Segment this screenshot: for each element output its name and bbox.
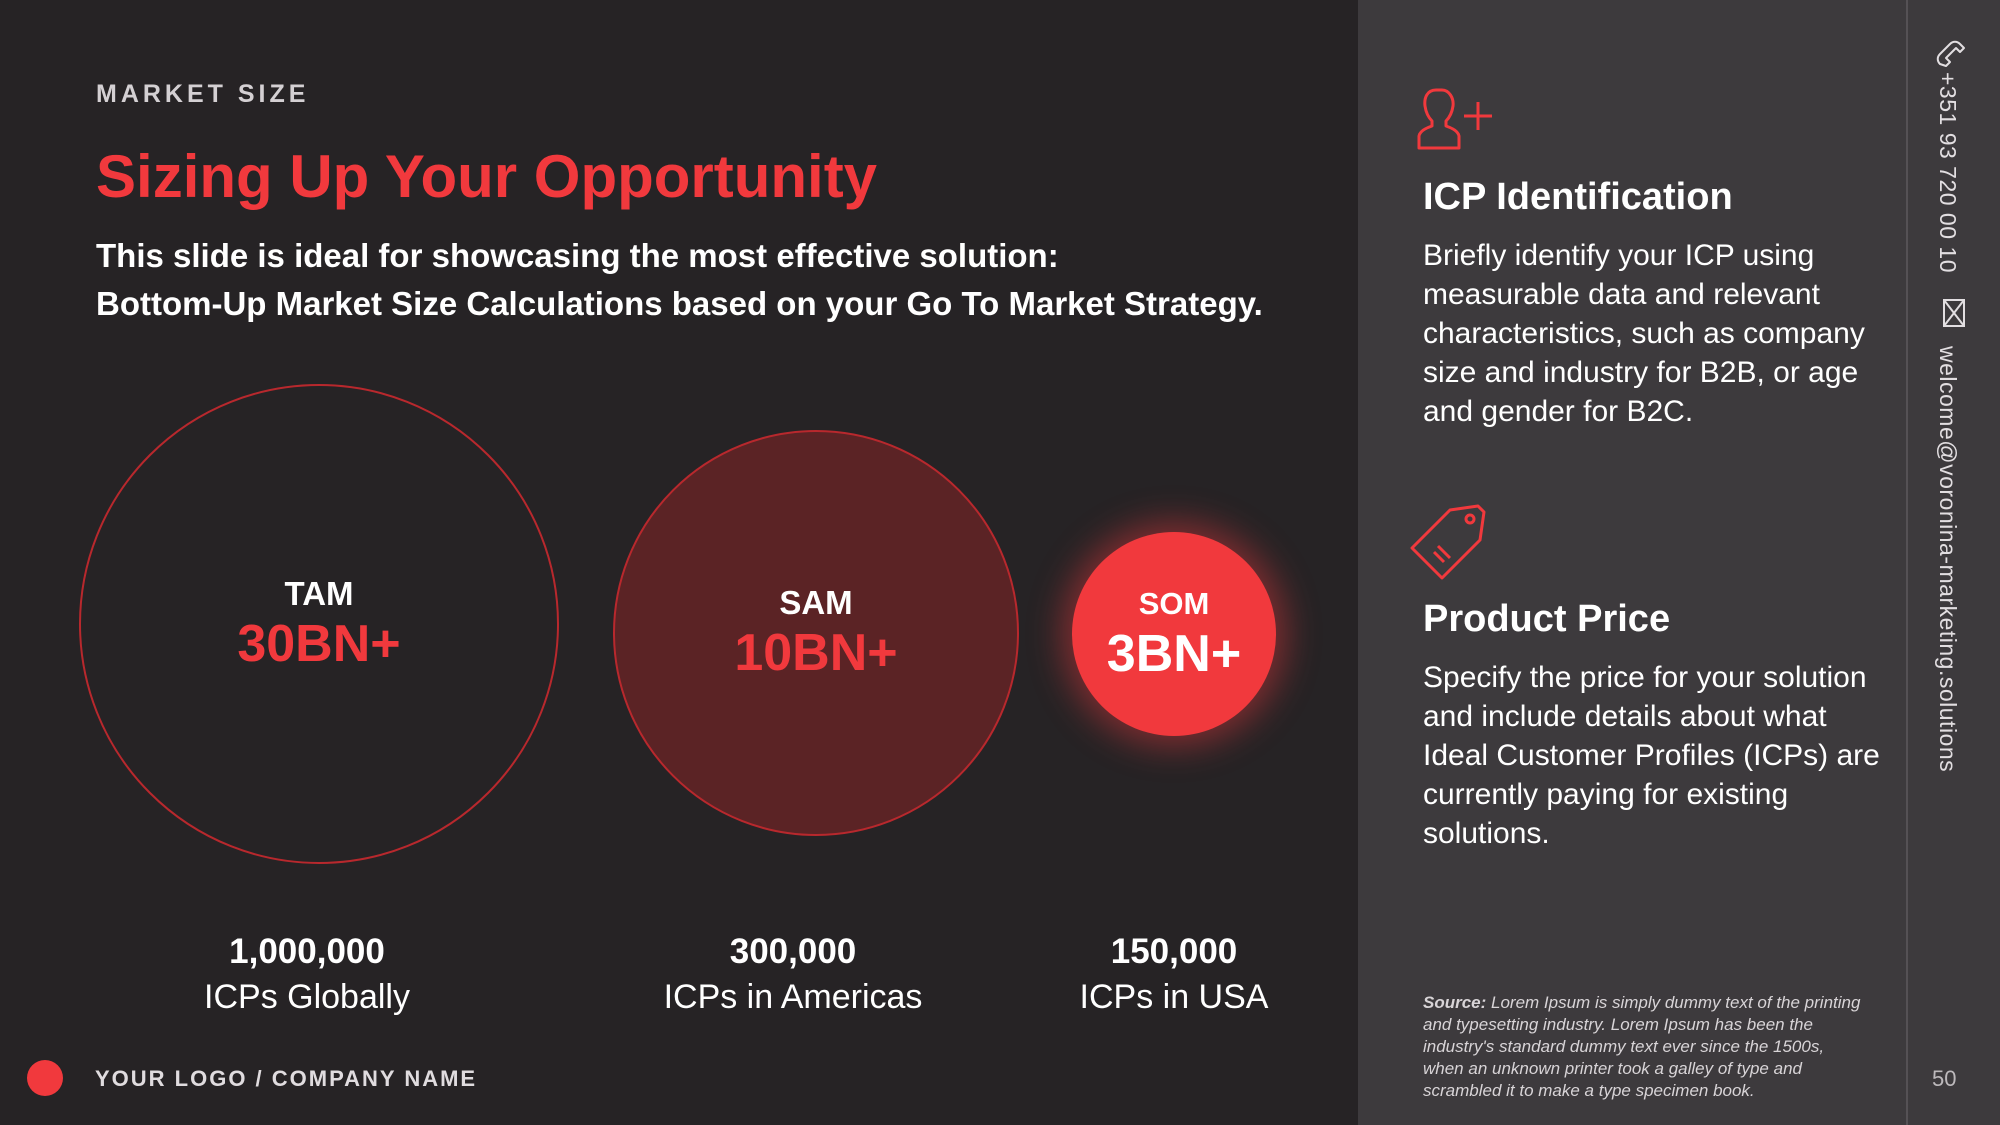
subtitle-line-1: This slide is ideal for showcasing the m…	[96, 237, 1059, 274]
source-text: Lorem Ipsum is simply dummy text of the …	[1423, 993, 1861, 1100]
tam-label: TAM	[284, 575, 354, 612]
icp-body: Briefly identify your ICP using measurab…	[1423, 239, 1865, 428]
icp-heading: ICP Identification	[1423, 176, 1733, 218]
stat-number: 1,000,000	[229, 932, 385, 971]
mail-icon	[1942, 298, 1966, 333]
stat-caption: ICPs in Americas	[663, 978, 923, 1016]
stat-tam: 1,000,000 ICPs Globally	[127, 930, 487, 1020]
som-circle: SOM 3BN+	[1072, 532, 1276, 736]
phone-number[interactable]: +351 93 720 00 10	[1935, 72, 1961, 273]
source-label: Source:	[1423, 993, 1487, 1012]
email-address[interactable]: welcome@voronina-marketing.solutions	[1935, 346, 1961, 773]
slide-subtitle: This slide is ideal for showcasing the m…	[96, 232, 1356, 328]
price-tag-icon	[1408, 502, 1490, 587]
stat-som: 150,000 ICPs in USA	[994, 930, 1354, 1020]
som-label: SOM	[1138, 586, 1210, 621]
stat-sam: 300,000 ICPs in Americas	[613, 930, 973, 1020]
logo-dot	[27, 1060, 63, 1096]
phone-icon	[1934, 36, 1968, 75]
price-body: Specify the price for your solution and …	[1423, 661, 1880, 850]
tam-circle: TAM 30BN+	[79, 384, 559, 864]
subtitle-line-2: Bottom-Up Market Size Calculations based…	[96, 285, 1263, 322]
som-value: 3BN+	[1106, 625, 1242, 683]
add-user-icon	[1416, 86, 1496, 157]
eyebrow-label: MARKET SIZE	[96, 80, 310, 108]
contact-strip	[1906, 0, 2000, 1125]
sidebar-panel	[1358, 0, 1906, 1125]
sam-value: 10BN+	[734, 624, 898, 682]
stat-number: 150,000	[1110, 932, 1238, 971]
page-number: 50	[1932, 1066, 1957, 1091]
stat-number: 300,000	[729, 932, 857, 971]
main-panel: MARKET SIZE Sizing Up Your Opportunity T…	[27, 80, 1356, 1096]
stat-caption: ICPs in USA	[1079, 978, 1269, 1016]
sam-circle: SAM 10BN+	[613, 430, 1019, 836]
price-heading: Product Price	[1423, 598, 1671, 640]
slide-title: Sizing Up Your Opportunity	[96, 143, 878, 210]
stat-caption: ICPs Globally	[204, 978, 410, 1016]
company-logo-text: YOUR LOGO / COMPANY NAME	[95, 1066, 478, 1091]
source-note: Source: Lorem Ipsum is simply dummy text…	[1423, 992, 1863, 1102]
tam-value: 30BN+	[237, 615, 401, 673]
sam-label: SAM	[779, 584, 853, 621]
